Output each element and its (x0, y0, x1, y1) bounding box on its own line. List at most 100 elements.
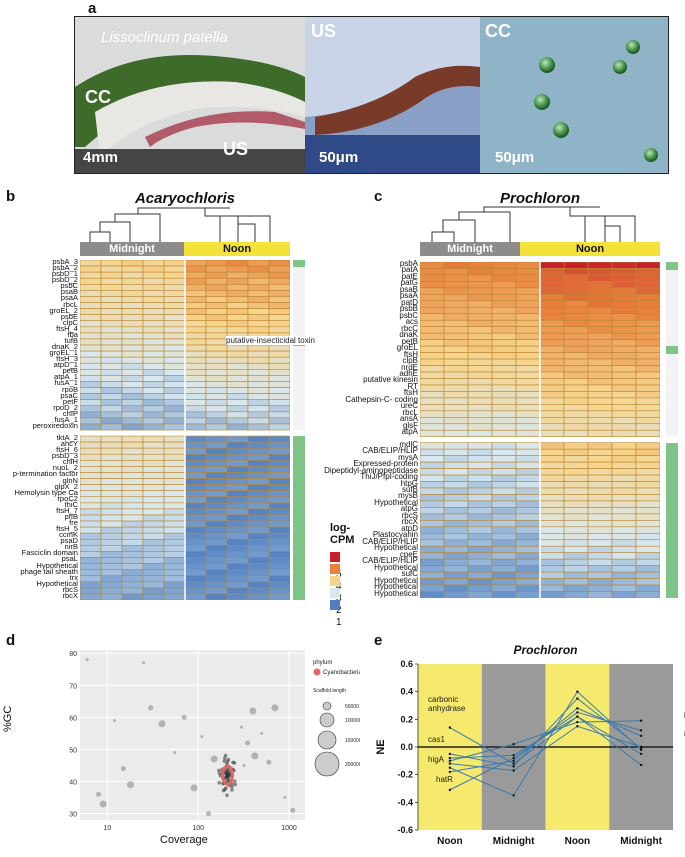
heatmap-cell (247, 447, 270, 455)
heatmap-cell (467, 378, 493, 386)
micrograph-us (305, 17, 480, 173)
heatmap-cell (635, 384, 660, 392)
legend-swatch (330, 563, 340, 574)
heatmap-cell (121, 260, 144, 267)
heatmap-cell (539, 584, 565, 592)
series-point (512, 759, 515, 763)
heatmap-cell (121, 490, 144, 498)
heatmap-cell (163, 551, 186, 558)
heatmap-cell (268, 447, 290, 455)
heatmap-cell (80, 460, 102, 467)
heatmap-cell (491, 474, 517, 482)
gene-label: RT (407, 381, 418, 391)
gene-label: dnaK_2 (51, 342, 78, 352)
heatmap-cell (142, 417, 165, 425)
heatmap-cell (611, 352, 637, 360)
heatmap-cell (587, 578, 613, 586)
heatmap-cell (611, 442, 637, 450)
heatmap-cell (539, 268, 565, 276)
heatmap-cell (142, 472, 165, 479)
heatmap-cell (539, 487, 565, 495)
heatmap-cell (100, 399, 123, 407)
heatmap-cell (587, 539, 613, 547)
heatmap-b-sidebar (293, 260, 305, 600)
heatmap-cell (268, 526, 290, 534)
heatmap-cell (142, 496, 165, 504)
heatmap-cell (100, 381, 123, 388)
annotation-label: carbonic anhydrase (428, 695, 466, 713)
heatmap-cell (587, 448, 613, 456)
heatmap-cell (205, 466, 228, 473)
heatmap-cell (491, 448, 517, 456)
heatmap-cell (467, 410, 493, 418)
heatmap-cell (420, 326, 445, 334)
heatmap-cell (611, 591, 637, 598)
heatmap-cell (100, 496, 123, 504)
heatmap-cell (163, 435, 186, 443)
heatmap-cell (268, 393, 290, 400)
gene-label: psaB (399, 284, 418, 294)
heatmap-cell (563, 494, 589, 502)
heatmap-cell (205, 460, 228, 467)
heatmap-cell (205, 532, 228, 540)
heatmap-cell (420, 584, 445, 592)
heatmap-cell (515, 487, 541, 495)
gene-label: mdlC (399, 439, 418, 449)
heatmap-cell (100, 466, 123, 473)
heatmap-cell (205, 375, 228, 382)
heatmap-cell (121, 296, 144, 303)
heatmap-cell (142, 453, 165, 461)
heatmap-cell (142, 411, 165, 419)
heatmap-cell (121, 538, 144, 546)
legend-label: 2 (336, 605, 342, 617)
cell (553, 122, 569, 138)
heatmap-cell (163, 423, 186, 431)
heatmap-cell (491, 274, 517, 282)
heatmap-cell (163, 302, 186, 309)
heatmap-cell (467, 532, 493, 541)
line-e-svg: Prochloron Noon Midnight Noon Midnight 0.6 0.4… (375, 643, 685, 847)
period-label: Midnight (493, 836, 535, 847)
heatmap-cell (635, 306, 660, 315)
gene-label: psbB (399, 304, 418, 314)
heatmap-cell (467, 294, 493, 302)
heatmap-cell (80, 563, 102, 570)
heatmap-cell (443, 487, 469, 495)
heatmap-cell (100, 277, 123, 285)
heatmap-cell (184, 538, 207, 546)
gene-label: Hypothetical (374, 543, 418, 553)
annotation-label: higA (428, 755, 445, 764)
heatmap-cell (563, 313, 589, 321)
heatmap-cell (184, 557, 207, 564)
heatmap-cell (80, 265, 102, 273)
scatter-point (206, 811, 212, 817)
heatmap-cell (80, 277, 102, 285)
heatmap-cell (443, 332, 469, 340)
heatmap-cell (420, 571, 445, 579)
heatmap-cell (205, 490, 228, 498)
heatmap-cell (515, 571, 541, 579)
heatmap-cell (443, 268, 469, 276)
heatmap-cell (563, 474, 589, 482)
y-tick-label: -0.6 (397, 825, 413, 835)
tile3-title: CC (485, 21, 511, 41)
heatmap-cell (80, 338, 102, 346)
heatmap-cell (268, 514, 290, 522)
heatmap-cell (205, 362, 228, 370)
legend-label: 5 (336, 569, 342, 581)
gene-label: Hypothetical (374, 588, 418, 598)
heatmap-cell (142, 551, 165, 558)
heatmap-cell (247, 344, 270, 352)
heatmap-cell (491, 332, 517, 340)
heatmap-cell (142, 271, 165, 279)
heatmap-cell (100, 538, 123, 546)
heatmap-cell (121, 265, 144, 273)
heatmap-cell (205, 472, 228, 479)
heatmap-cell (142, 362, 165, 370)
heatmap-cell (635, 468, 660, 476)
heatmap-cell (420, 300, 445, 308)
heatmap-cell (635, 281, 660, 289)
gene-label: ureC (400, 401, 418, 411)
heatmap-cell (491, 287, 517, 295)
heatmap-cell (635, 526, 660, 534)
